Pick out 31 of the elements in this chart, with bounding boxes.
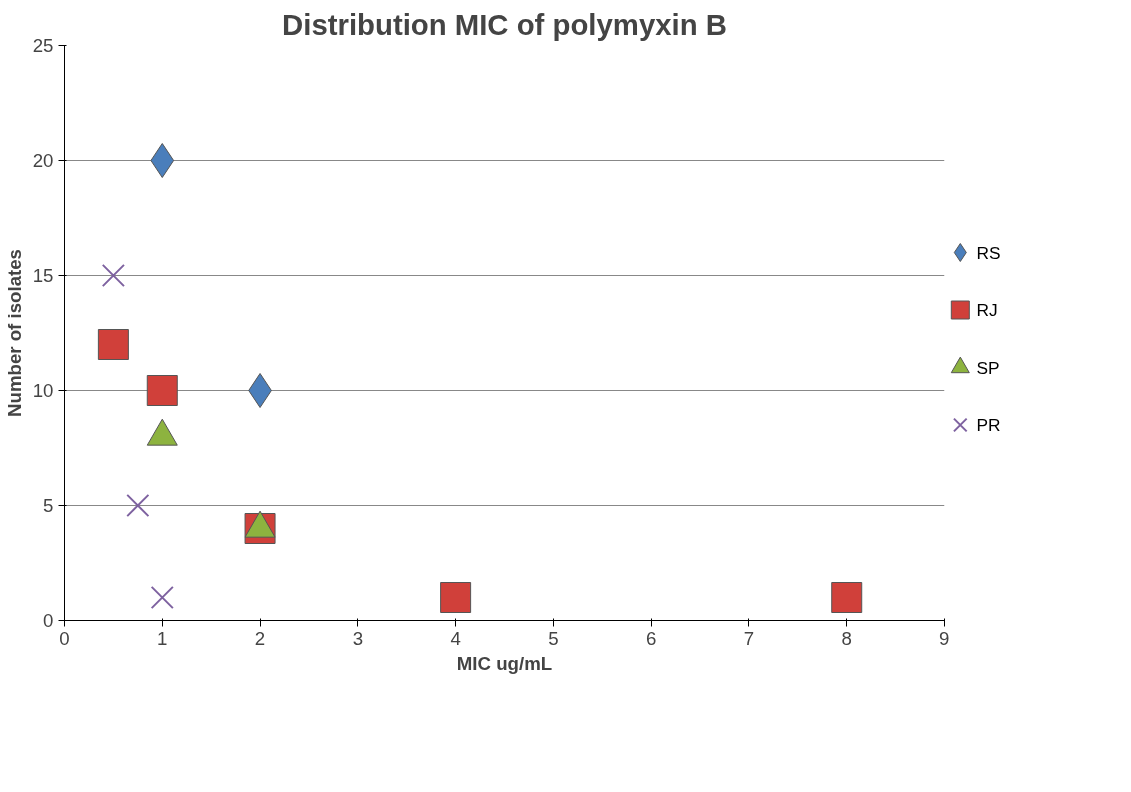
x-tick-label: 2 <box>254 627 266 649</box>
point <box>440 582 472 613</box>
legend-label: RJ <box>976 300 998 320</box>
point <box>146 375 178 406</box>
y-tick-label: 5 <box>43 495 54 516</box>
point <box>97 329 129 360</box>
x-tick-label: 9 <box>939 627 950 649</box>
legend-label: SP <box>976 357 1000 378</box>
y-tick-label: 10 <box>32 380 54 401</box>
point <box>126 493 150 518</box>
chart-title: Distribution MIC of polymyxin B <box>282 7 727 41</box>
point <box>150 143 175 178</box>
legend-label: PR <box>976 415 1001 435</box>
x-tick-label: 5 <box>548 627 559 649</box>
x-tick-label: 1 <box>157 627 168 649</box>
x-axis-title: MIC ug/mL <box>456 652 553 674</box>
point <box>101 263 125 288</box>
x-tick-label: 0 <box>59 627 70 649</box>
x-tick-label: 4 <box>450 627 461 649</box>
y-tick-label: 20 <box>32 150 54 171</box>
x-tick-label: 8 <box>841 627 852 649</box>
y-axis-title: Number of isolates <box>3 249 25 417</box>
y-tick-label: 15 <box>32 265 54 286</box>
point <box>150 585 174 610</box>
legend-label: RS <box>976 242 1001 263</box>
x-tick-label: 6 <box>645 627 657 649</box>
x-tick-label: 3 <box>352 627 364 649</box>
y-tick-label: 0 <box>43 610 54 631</box>
y-tick-label: 25 <box>32 35 54 56</box>
point <box>831 582 863 613</box>
x-tick-label: 7 <box>743 627 755 649</box>
